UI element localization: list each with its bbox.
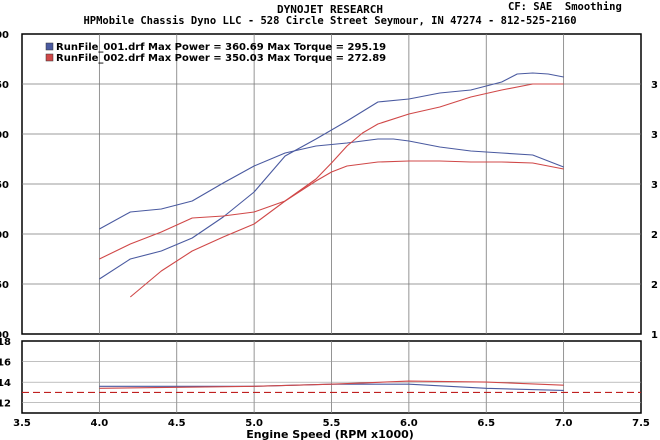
torque-series-runfile-002-drf bbox=[99, 160, 564, 260]
x-tick-label: 4.0 bbox=[91, 418, 109, 429]
afr-tick-label: 12 bbox=[0, 399, 11, 410]
afr-tick-label: 14 bbox=[0, 378, 11, 389]
x-tick-label: 7.0 bbox=[555, 418, 573, 429]
x-tick-label: 4.5 bbox=[168, 418, 186, 429]
torque-series-runfile-001-drf bbox=[99, 138, 564, 230]
y-tick-label: 150 bbox=[0, 280, 9, 291]
y-tick-label: 200 bbox=[0, 230, 9, 241]
x-tick-label: 6.5 bbox=[477, 418, 495, 429]
x-tick-label: 6.0 bbox=[400, 418, 418, 429]
y-tick-label: 100 bbox=[0, 330, 9, 341]
legend-swatch bbox=[45, 53, 54, 62]
y2-tick-label: 2 bbox=[651, 280, 658, 291]
y2-tick-label: 3 bbox=[651, 80, 658, 91]
afr-tick-label: 16 bbox=[0, 358, 11, 369]
y2-tick-label: 3 bbox=[651, 130, 658, 141]
legend-entry: RunFile_001.drf Max Power = 360.69 Max T… bbox=[56, 42, 386, 53]
y-tick-label: 250 bbox=[0, 180, 9, 191]
y-tick-label: 350 bbox=[0, 80, 9, 91]
power-series-runfile-001-drf bbox=[99, 72, 564, 280]
legend-entry: RunFile_002.drf Max Power = 350.03 Max T… bbox=[56, 53, 386, 64]
y-tick-label: 400 bbox=[0, 30, 9, 41]
legend-swatch bbox=[45, 42, 54, 51]
power-series-runfile-002-drf bbox=[129, 83, 564, 298]
y2-tick-label: 1 bbox=[651, 330, 658, 341]
x-axis-label: Engine Speed (RPM x1000) bbox=[246, 428, 414, 440]
y2-tick-label: 2 bbox=[651, 230, 658, 241]
chart-subtitle: HPMobile Chassis Dyno LLC - 528 Circle S… bbox=[83, 15, 577, 27]
x-tick-label: 5.0 bbox=[245, 418, 263, 429]
x-tick-label: 5.5 bbox=[323, 418, 341, 429]
y2-tick-label: 3 bbox=[651, 180, 658, 191]
chart-title: DYNOJET RESEARCH bbox=[277, 3, 383, 16]
afr-tick-label: 18 bbox=[0, 337, 11, 348]
correction-factor-label: CF: SAE Smoothing bbox=[508, 1, 622, 13]
x-tick-label: 7.5 bbox=[632, 418, 650, 429]
afr-series-runfile-002-drf bbox=[99, 380, 564, 389]
y-tick-label: 300 bbox=[0, 130, 9, 141]
x-tick-label: 3.5 bbox=[13, 418, 31, 429]
